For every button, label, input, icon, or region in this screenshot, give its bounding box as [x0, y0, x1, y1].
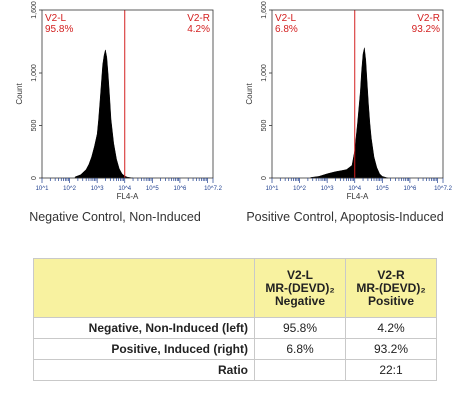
plot-frame	[41, 9, 214, 179]
y-tick-label: 500	[31, 120, 38, 132]
y-axis-label: Count	[15, 83, 24, 105]
table-row: Negative, Non-Induced (left) 95.8% 4.2%	[33, 317, 437, 339]
row-label: Negative, Non-Induced (left)	[33, 317, 255, 339]
histogram-series	[310, 47, 388, 179]
gate-left-pct: 6.8%	[275, 24, 298, 35]
row-label: Ratio	[33, 359, 255, 381]
cell-v2l: 95.8%	[254, 317, 346, 339]
x-axis-label: FL4-A	[347, 192, 369, 201]
histogram-panel-positive: V2-L 6.8% V2-R 93.2% 0 500 1,000 1,600 Count 10^1…	[230, 0, 460, 235]
y-axis-label: Count	[245, 83, 254, 105]
x-tick-label: 10^6	[173, 186, 186, 192]
histogram-series	[74, 49, 134, 179]
x-tick-label: 10^4	[348, 186, 361, 192]
x-tick-label: 10^7.2	[434, 186, 452, 192]
x-tick-label: 10^3	[321, 186, 334, 192]
x-tick-label: 10^1	[266, 186, 279, 192]
cell-v2r: 22:1	[345, 359, 437, 381]
header-line: MR-(DEVD)₂	[356, 280, 426, 295]
cell-v2l	[254, 359, 346, 381]
x-tick-label: 10^2	[293, 186, 306, 192]
y-tick-label: 1,000	[31, 64, 38, 82]
cell-v2r: 93.2%	[345, 338, 437, 360]
header-line: V2-R	[377, 267, 405, 282]
x-tick-label: 10^5	[376, 186, 389, 192]
y-tick-label: 1,600	[261, 1, 268, 19]
gate-left-name: V2-L	[45, 13, 67, 24]
y-tick-label: 1,600	[31, 1, 38, 19]
histogram-caption: Positive Control, Apoptosis-Induced	[246, 210, 444, 224]
row-label: Positive, Induced (right)	[33, 338, 255, 360]
header-line: V2-L	[286, 267, 313, 282]
x-tick-label: 10^7.2	[204, 186, 222, 192]
x-tick-label: 10^1	[36, 186, 49, 192]
x-tick-label: 10^3	[91, 186, 104, 192]
x-tick-label: 10^6	[403, 186, 416, 192]
gate-right-pct: 4.2%	[187, 24, 210, 35]
table-header-v2r: V2-R MR-(DEVD)₂ Positive	[345, 258, 437, 318]
histogram-caption: Negative Control, Non-Induced	[29, 210, 201, 224]
x-tick-label: 10^2	[63, 186, 76, 192]
table-row: Ratio 22:1	[33, 359, 437, 381]
results-table: V2-L MR-(DEVD)₂ Negative V2-R MR-(DEVD)₂…	[33, 258, 437, 381]
header-line: MR-(DEVD)₂	[265, 280, 335, 295]
x-tick-label: 10^5	[146, 186, 159, 192]
table-header-v2l: V2-L MR-(DEVD)₂ Negative	[254, 258, 346, 318]
gate-left-pct: 95.8%	[45, 24, 73, 35]
cell-v2l: 6.8%	[254, 338, 346, 360]
histogram-panel-negative: V2-L 95.8% V2-R 4.2% 0 500 1,000 1,600 Count 10^1…	[0, 0, 230, 235]
table-header-row: V2-L MR-(DEVD)₂ Negative V2-R MR-(DEVD)₂…	[33, 258, 437, 318]
header-line: Negative	[274, 293, 326, 308]
table-row: Positive, Induced (right) 6.8% 93.2%	[33, 338, 437, 360]
x-tick-label: 10^4	[118, 186, 131, 192]
x-axis-label: FL4-A	[117, 192, 139, 201]
y-tick-label: 1,000	[261, 64, 268, 82]
histogram-chart-negative: V2-L95.8% V2-R4.2% 0 500 1,000 1,600 Count 10^1…	[15, 1, 223, 201]
histogram-chart-positive: V2-L6.8% V2-R93.2% 0 500 1,000 1,600 Count 10^1…	[245, 1, 453, 201]
gate-right-name: V2-R	[187, 13, 210, 24]
header-line: Positive	[367, 293, 415, 308]
cell-v2r: 4.2%	[345, 317, 437, 339]
y-tick-label: 500	[261, 120, 268, 132]
gate-left-name: V2-L	[275, 13, 297, 24]
gate-right-name: V2-R	[417, 13, 440, 24]
table-header-blank	[33, 258, 255, 318]
plot-frame	[271, 9, 444, 179]
y-tick-label: 0	[261, 176, 268, 180]
y-tick-label: 0	[31, 176, 38, 180]
gate-right-pct: 93.2%	[412, 24, 440, 35]
